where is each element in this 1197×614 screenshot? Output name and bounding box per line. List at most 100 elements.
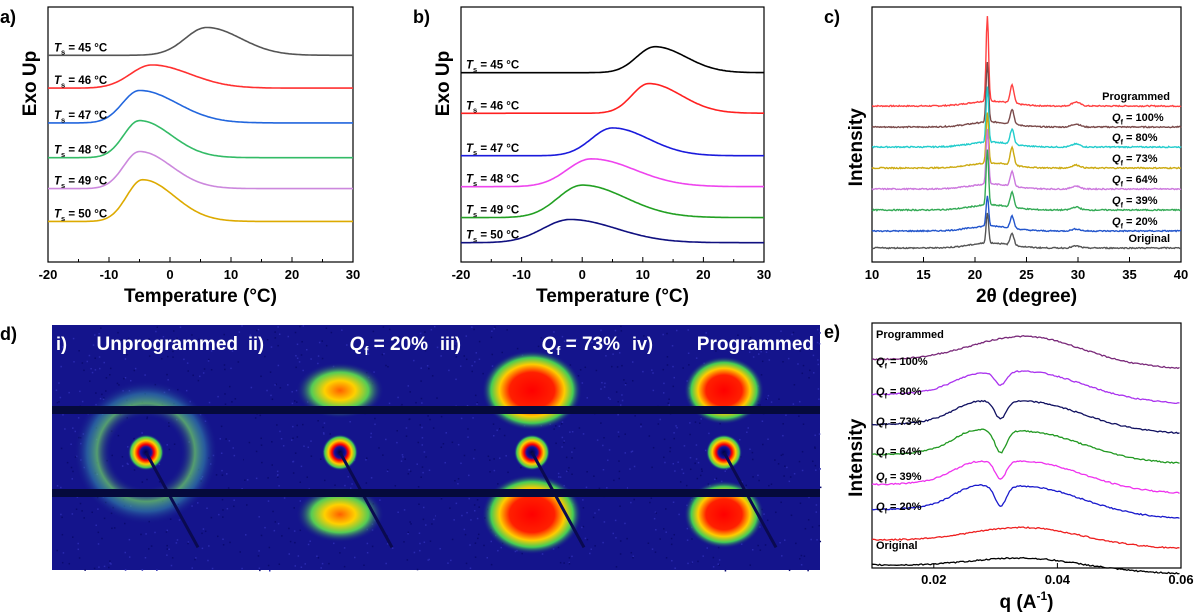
series-line — [871, 460, 1180, 494]
series-line — [871, 16, 1182, 108]
series-line — [871, 128, 1182, 191]
x-tick-label: 30 — [1071, 267, 1085, 282]
series-label: Qf = 64% — [876, 446, 922, 460]
x-tick-label: 0.06 — [1168, 572, 1193, 587]
x-tick-label: 20 — [968, 267, 982, 282]
image-title: Qf = 73% — [542, 334, 621, 358]
image-title: Qf = 20% — [350, 334, 429, 358]
y-axis-label: Intensity — [846, 108, 867, 187]
series-line — [871, 399, 1180, 435]
panel-label: a) — [0, 7, 16, 27]
series-label: Programmed — [1102, 91, 1170, 103]
series-label: Qf = 39% — [876, 471, 922, 485]
series-label: Qf = 39% — [1112, 195, 1158, 209]
panel-label: c) — [824, 7, 840, 27]
x-tick-label: 0.04 — [1045, 572, 1071, 587]
series-label: Ts = 46 °C — [466, 100, 519, 114]
x-tick-label: 0 — [166, 267, 173, 282]
panel-a-chart: -20 -10 0 10 20 30 Temperature (°C) Exo Up Ts = … — [0, 6, 360, 307]
series-line — [871, 428, 1180, 464]
image-index-label: iii) — [440, 334, 461, 354]
series-line — [871, 212, 1182, 250]
series-line — [461, 184, 764, 219]
series-line — [871, 335, 1180, 370]
x-tick-label: 35 — [1122, 267, 1136, 282]
series-label: Ts = 46 °C — [54, 75, 107, 89]
series-line — [871, 484, 1180, 519]
panel-label: e) — [824, 322, 840, 342]
series-line — [48, 64, 353, 89]
x-axis-label: q (A-1) — [1000, 589, 1054, 613]
series-label: Ts = 45 °C — [54, 42, 107, 56]
series-label: Ts = 49 °C — [466, 205, 519, 219]
image-title: Programmed — [697, 334, 814, 355]
series-line — [48, 150, 353, 190]
series-label: Qf = 20% — [1112, 216, 1158, 230]
series-label: Qf = 64% — [1112, 174, 1158, 188]
series-label: Qf = 100% — [876, 356, 928, 370]
series-line — [461, 45, 764, 74]
x-tick-label: -10 — [512, 267, 531, 282]
x-axis-label: 2θ (degree) — [976, 286, 1077, 307]
y-axis-label: Intensity — [846, 418, 867, 497]
series-line — [871, 526, 1180, 549]
x-tick-label: -10 — [100, 267, 119, 282]
series-line — [48, 26, 353, 57]
series-line — [48, 89, 353, 124]
saxs-image: iv) Programmed — [628, 325, 822, 572]
series-label: Qf = 80% — [876, 386, 922, 400]
panel-c-chart: 10 15 20 25 30 35 40 2θ (degree) Intensity c) Prog… — [824, 6, 1188, 307]
series-label: Ts = 49 °C — [54, 176, 107, 190]
x-tick-label: 40 — [1174, 267, 1188, 282]
saxs-image: iii) Qf = 73% — [436, 325, 629, 570]
x-tick-label: -20 — [452, 267, 471, 282]
image-title: Unprogrammed — [97, 334, 238, 355]
series-label: Ts = 48 °C — [54, 145, 107, 159]
x-tick-label: 30 — [757, 267, 771, 282]
image-index-label: ii) — [248, 334, 264, 354]
image-index-label: iv) — [632, 334, 653, 354]
series-line — [871, 195, 1182, 233]
x-tick-label: 30 — [346, 267, 360, 282]
series-line — [461, 127, 764, 157]
series-label: Qf = 73% — [876, 416, 922, 430]
series-label: Qf = 73% — [1112, 153, 1158, 167]
series-line — [871, 149, 1181, 212]
series-label: Ts = 50 °C — [54, 208, 107, 222]
series-label: Qf = 20% — [876, 501, 922, 515]
y-axis-label: Exo Up — [433, 51, 454, 116]
series-label: Programmed — [876, 329, 944, 341]
x-axis-label: Temperature (°C) — [124, 286, 277, 307]
series-line — [48, 119, 353, 159]
x-tick-label: 10 — [636, 267, 650, 282]
series-label: Ts = 45 °C — [466, 60, 519, 74]
series-line — [871, 61, 1182, 129]
x-tick-label: 10 — [865, 267, 879, 282]
x-tick-label: 0 — [579, 267, 586, 282]
series-label: Original — [1128, 233, 1170, 245]
series-label: Qf = 100% — [1112, 112, 1164, 126]
series-line — [871, 556, 1180, 575]
image-index-label: i) — [56, 334, 67, 354]
y-axis-label: Exo Up — [20, 51, 41, 116]
series-line — [871, 86, 1182, 149]
panel-d-saxs-images: d) i) Unprogrammed ii) Qf = 20% iii) Qf = 73% i… — [0, 324, 822, 572]
series-label: Ts = 47 °C — [54, 110, 107, 124]
x-tick-label: 0.02 — [921, 572, 946, 587]
x-tick-label: 20 — [285, 267, 299, 282]
x-tick-label: 15 — [916, 267, 930, 282]
panel-b-chart: -20 -10 0 10 20 30 Temperature (°C) Exo Up Ts = … — [413, 6, 771, 307]
x-tick-label: 20 — [696, 267, 710, 282]
x-tick-label: 25 — [1019, 267, 1033, 282]
series-line — [461, 82, 764, 115]
panel-label: d) — [0, 324, 17, 344]
panel-e-chart: 0.02 0.04 0.06 q (A-1) Intensity e) Programmed… — [824, 322, 1194, 613]
x-tick-label: 10 — [224, 267, 238, 282]
panel-label: b) — [413, 7, 430, 27]
series-line — [871, 370, 1180, 405]
series-label: Original — [876, 540, 918, 552]
x-axis-label: Temperature (°C) — [536, 286, 689, 307]
saxs-image: i) Unprogrammed — [52, 325, 245, 571]
series-label: Ts = 50 °C — [466, 230, 519, 244]
